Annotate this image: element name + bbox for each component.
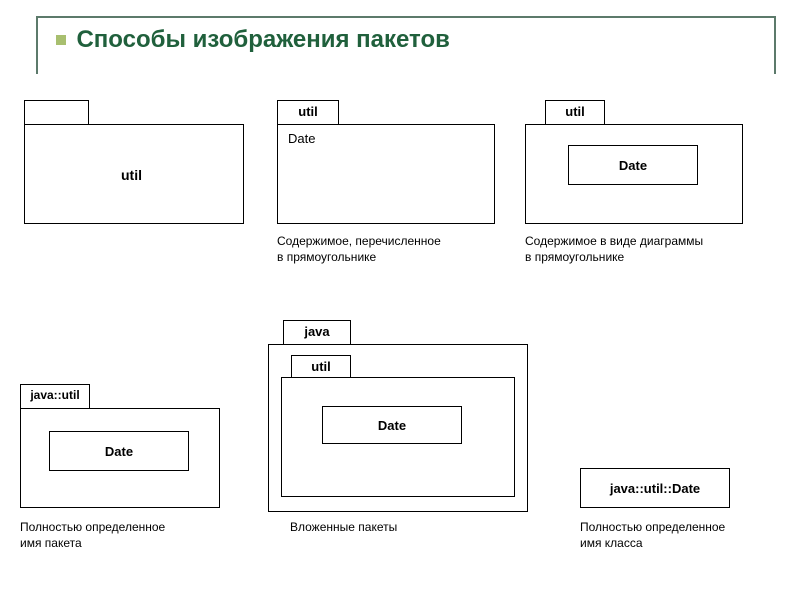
pkg2-content: Date <box>288 131 315 146</box>
pkg5-inner-body: Date <box>281 377 515 497</box>
pkg3-tab: util <box>545 100 605 124</box>
title-container: Способы изображения пакетов <box>36 16 776 74</box>
pkg2-tab: util <box>277 100 339 124</box>
pkg4-body: Date <box>20 408 220 508</box>
pkg4-tab: java::util <box>20 384 90 408</box>
pkg5-classbox: Date <box>322 406 462 444</box>
pkg2-caption: Содержимое, перечисленное в прямоугольни… <box>277 234 441 265</box>
pkg3-body: Date <box>525 124 743 224</box>
page-title: Способы изображения пакетов <box>76 26 449 53</box>
pkg3-caption: Содержимое в виде диаграммы в прямоуголь… <box>525 234 703 265</box>
diagram-area: util util Date Содержимое, перечисленное… <box>0 74 800 614</box>
pkg5-caption: Вложенные пакеты <box>290 520 397 536</box>
pkg5-outer-tab: java <box>283 320 351 344</box>
pkg6-classbox: java::util::Date <box>580 468 730 508</box>
pkg4-caption: Полностью определенное имя пакета <box>20 520 165 551</box>
pkg5-outer-body: util Date <box>268 344 528 512</box>
pkg3-classbox: Date <box>568 145 698 185</box>
pkg2-body: Date <box>277 124 495 224</box>
bullet-icon <box>56 35 66 45</box>
pkg4-classbox: Date <box>49 431 189 471</box>
pkg1-tab <box>24 100 89 124</box>
pkg1-label: util <box>121 167 142 183</box>
pkg5-inner-tab: util <box>291 355 351 377</box>
pkg6-caption: Полностью определенное имя класса <box>580 520 725 551</box>
pkg1-body: util <box>24 124 244 224</box>
